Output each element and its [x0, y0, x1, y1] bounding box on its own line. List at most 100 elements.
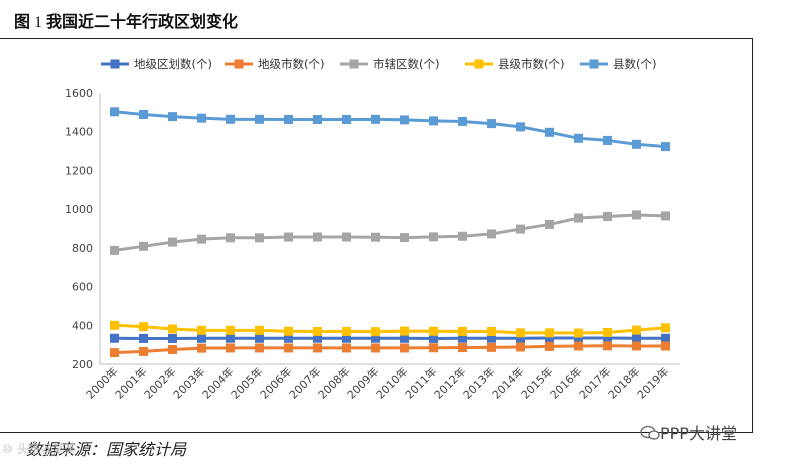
data-point-marker — [168, 237, 177, 247]
data-point-marker — [516, 328, 525, 338]
x-tick-label: 2017年 — [576, 364, 613, 401]
data-point-marker — [400, 115, 409, 125]
data-point-marker — [197, 113, 206, 123]
data-point-marker — [487, 229, 496, 239]
series-line — [114, 213, 666, 252]
data-point-marker — [661, 211, 670, 221]
legend-item-3: 市辖区数(个) — [340, 57, 439, 71]
data-point-marker — [400, 233, 409, 243]
data-point-marker — [284, 343, 293, 353]
data-point-marker — [545, 328, 554, 338]
data-point-marker — [661, 323, 670, 333]
x-tick-label: 2003年 — [170, 364, 207, 401]
legend-label: 地级市数(个) — [258, 57, 324, 71]
data-point-marker — [313, 232, 322, 242]
data-point-marker — [110, 320, 119, 330]
data-point-marker — [139, 241, 148, 251]
data-point-marker — [545, 219, 554, 229]
figure-title-text: 我国近二十年行政区划变化 — [46, 12, 239, 31]
x-tick-label: 2012年 — [431, 364, 468, 401]
data-point-marker — [632, 341, 641, 351]
data-point-marker — [284, 333, 293, 343]
data-point-marker — [139, 346, 148, 356]
data-point-marker — [313, 333, 322, 343]
data-point-marker — [342, 326, 351, 336]
x-tick-label: 2005年 — [228, 364, 265, 401]
legend-marker-swatch — [589, 59, 599, 69]
data-point-marker — [168, 344, 177, 354]
data-point-marker — [458, 116, 467, 126]
y-tick-label: 200 — [72, 358, 93, 371]
data-point-marker — [458, 343, 467, 353]
chart-series — [110, 107, 670, 358]
data-point-marker — [545, 333, 554, 343]
legend-label: 地级区划数(个) — [134, 57, 212, 71]
data-point-marker — [342, 333, 351, 343]
data-point-marker — [661, 142, 670, 152]
chart-legend: 地级区划数(个) 地级市数(个) 市辖区数(个) 县级市数(个) 县数(个) — [101, 57, 656, 71]
x-tick-label: 2006年 — [257, 364, 294, 401]
y-tick-label: 600 — [72, 281, 93, 294]
legend-label: 市辖区数(个) — [373, 57, 439, 71]
series-2 — [110, 341, 670, 358]
data-point-marker — [429, 116, 438, 126]
data-point-marker — [458, 231, 467, 241]
x-tick-label: 2019年 — [634, 364, 671, 401]
data-point-marker — [632, 139, 641, 149]
legend-item-2: 地级市数(个) — [225, 57, 324, 71]
wechat-icon — [640, 425, 660, 445]
data-point-marker — [400, 333, 409, 343]
x-tick-label: 2014年 — [489, 364, 526, 401]
legend-marker-swatch — [234, 59, 244, 69]
legend-item-1: 地级区划数(个) — [101, 57, 212, 71]
data-point-marker — [313, 115, 322, 125]
watermark-right: PPP大讲堂 — [640, 420, 737, 445]
data-point-marker — [168, 112, 177, 122]
data-point-marker — [255, 333, 264, 343]
data-point-marker — [255, 325, 264, 335]
data-point-marker — [371, 114, 380, 124]
y-tick-label: 1200 — [65, 164, 93, 177]
legend-marker-swatch — [110, 59, 120, 69]
data-point-marker — [603, 341, 612, 351]
legend-label: 县级市数(个) — [498, 57, 564, 71]
data-point-marker — [661, 341, 670, 351]
data-point-marker — [661, 333, 670, 343]
x-tick-label: 2007年 — [286, 364, 323, 401]
data-point-marker — [429, 326, 438, 336]
series-line — [114, 344, 666, 355]
x-tick-label: 2001年 — [112, 364, 149, 401]
data-point-marker — [545, 341, 554, 351]
data-point-marker — [168, 333, 177, 343]
data-point-marker — [313, 343, 322, 353]
data-point-marker — [545, 127, 554, 137]
x-tick-label: 2010年 — [373, 364, 410, 401]
x-axis-tick-labels: 2000年2001年2002年2003年2004年2005年2006年2007年… — [83, 364, 671, 401]
data-point-marker — [342, 115, 351, 125]
data-point-marker — [226, 333, 235, 343]
data-point-marker — [110, 348, 119, 358]
data-point-marker — [226, 114, 235, 124]
figure-title-number: 1 — [34, 14, 43, 31]
data-point-marker — [342, 232, 351, 242]
legend-item-5: 县数(个) — [580, 57, 656, 71]
data-point-marker — [255, 114, 264, 124]
data-point-marker — [487, 119, 496, 129]
data-point-marker — [400, 343, 409, 353]
watermark-right-text: PPP大讲堂 — [660, 424, 737, 443]
data-point-marker — [429, 232, 438, 242]
data-point-marker — [110, 245, 119, 255]
figure-title-prefix: 图 — [14, 12, 31, 31]
data-point-marker — [139, 322, 148, 332]
x-tick-label: 2013年 — [460, 364, 497, 401]
data-point-marker — [226, 325, 235, 335]
x-tick-label: 2002年 — [141, 364, 178, 401]
data-point-marker — [603, 135, 612, 145]
data-point-marker — [371, 232, 380, 242]
data-point-marker — [574, 213, 583, 223]
data-point-marker — [632, 333, 641, 343]
data-point-marker — [516, 224, 525, 234]
data-point-marker — [226, 343, 235, 353]
data-point-marker — [371, 327, 380, 337]
